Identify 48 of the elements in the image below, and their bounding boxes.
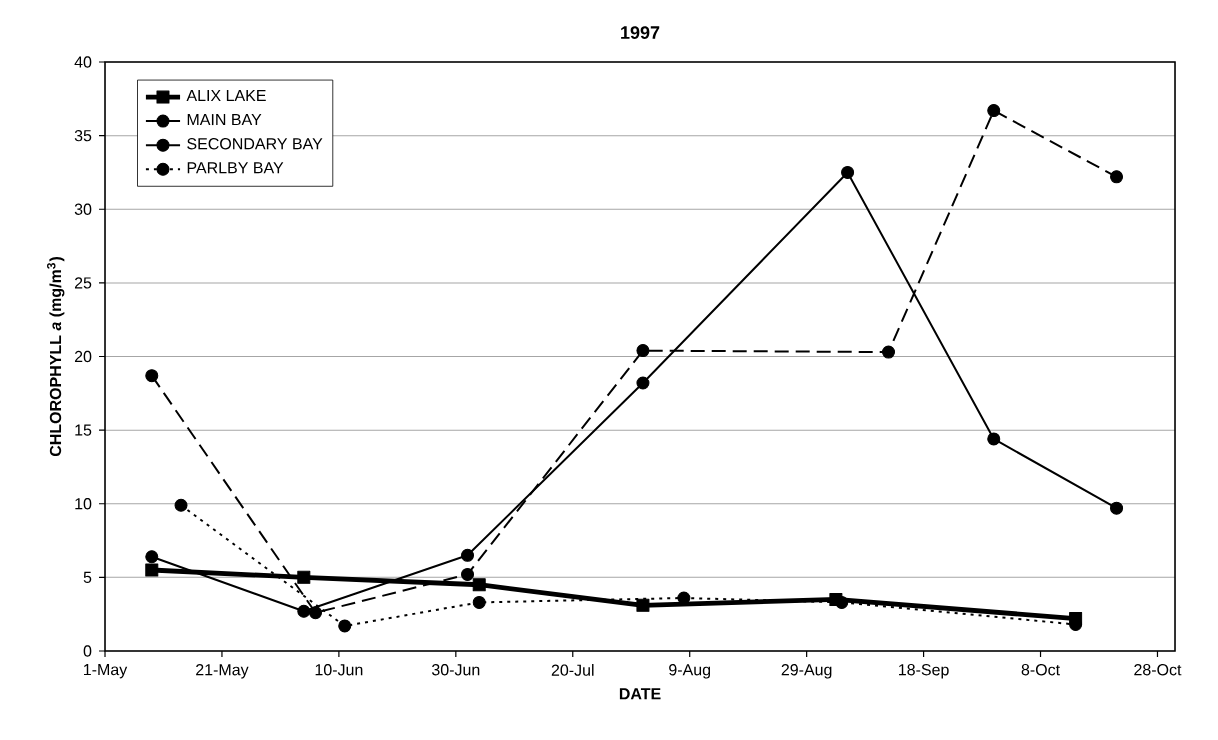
y-tick-label: 0 — [83, 645, 92, 657]
y-tick-label: 10 — [75, 498, 92, 510]
point — [472, 595, 486, 609]
point — [987, 104, 1001, 118]
legend-label: PARLBY BAY — [187, 162, 284, 174]
x-tick-label: 28-Oct — [1134, 664, 1182, 676]
y-tick-label: 30 — [74, 203, 92, 215]
point — [309, 606, 322, 620]
legend-label: SECONDARY BAY — [187, 138, 323, 150]
x-tick-label: 1-May — [84, 664, 128, 679]
x-tick-label: 10-Jun — [315, 664, 363, 676]
point — [841, 165, 855, 179]
point — [472, 578, 486, 592]
chart-title: 1997 — [621, 26, 660, 39]
x-tick-label: 21-May — [196, 664, 249, 679]
x-tick-label: 18-Sep — [899, 664, 949, 679]
y-tick-label: 20 — [74, 350, 92, 363]
point — [145, 369, 159, 383]
point — [636, 344, 650, 358]
point — [145, 563, 159, 577]
x-tick-label: 30-Jun — [431, 664, 480, 676]
y-tick-label: 35 — [74, 129, 92, 142]
x-axis-title: DATE — [619, 688, 661, 700]
point — [174, 498, 188, 512]
point — [145, 550, 159, 564]
point — [835, 595, 849, 609]
legend-label: ALIX LAKE — [186, 90, 266, 102]
x-tick-label: 20-Jul — [551, 664, 594, 676]
y-tick-label: 40 — [74, 56, 92, 68]
point — [461, 567, 475, 581]
point — [338, 619, 352, 633]
y-tick-label: 5 — [83, 571, 92, 583]
point — [297, 570, 311, 584]
point — [1110, 170, 1124, 184]
y-tick-label: 15 — [75, 424, 92, 436]
y-tick-label: 25 — [74, 277, 92, 289]
x-tick-label: 8-Oct — [1021, 664, 1060, 676]
y-axis-title: CHLOROPHYLL a (mg/m$^{3}$) — [47, 257, 65, 457]
legend-label: MAIN BAY — [187, 114, 262, 126]
point — [882, 345, 896, 359]
point — [1110, 501, 1124, 515]
point — [461, 548, 475, 562]
point — [987, 432, 1001, 446]
x-tick-label: 29-Aug — [781, 664, 832, 679]
point — [636, 598, 650, 612]
point — [636, 376, 650, 390]
x-tick-label: 9-Aug — [669, 664, 711, 679]
point — [297, 604, 311, 618]
